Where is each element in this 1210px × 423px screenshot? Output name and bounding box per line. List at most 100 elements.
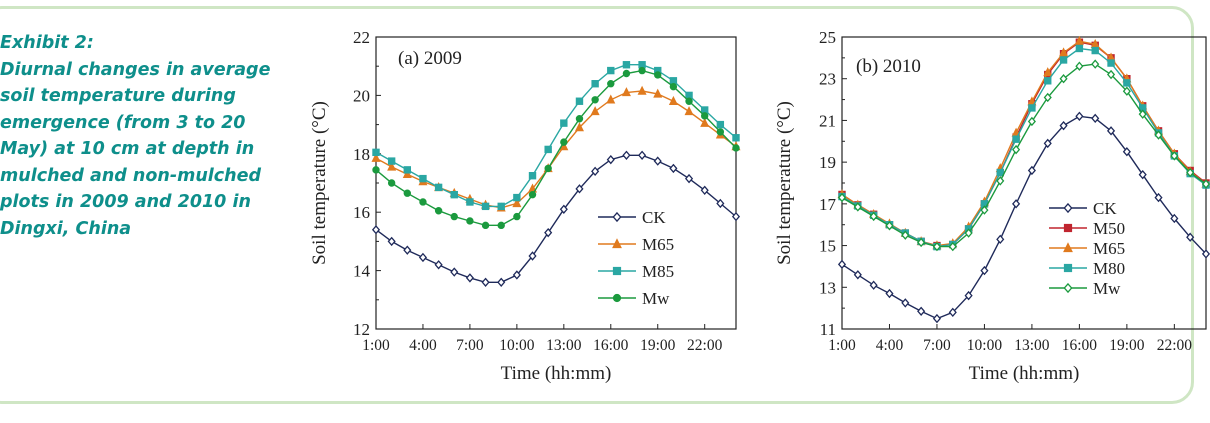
chart-2009: 12 14 16 18 20 22 1:00 4:00 7:00 10:00 13:00 16:00 1… xyxy=(309,28,741,384)
y-tick-label: 21 xyxy=(819,111,836,130)
legend-marker xyxy=(1063,282,1073,294)
x-tick-label: 22:00 xyxy=(1157,337,1193,354)
series-ck xyxy=(371,150,741,287)
data-point xyxy=(528,190,537,199)
data-point xyxy=(685,97,693,105)
data-point xyxy=(700,117,710,127)
data-point xyxy=(1059,47,1069,57)
data-point xyxy=(512,270,521,280)
panel-title: (a) 2009 xyxy=(398,48,462,69)
data-point xyxy=(497,202,505,211)
legend-label: M65 xyxy=(1093,239,1125,258)
data-point xyxy=(497,221,505,230)
data-point xyxy=(732,134,740,142)
data-point xyxy=(387,157,396,165)
data-point xyxy=(1028,104,1036,112)
data-point xyxy=(450,212,458,221)
data-point xyxy=(731,211,741,222)
data-point xyxy=(654,71,662,79)
data-point xyxy=(1075,111,1084,121)
data-point xyxy=(591,80,599,88)
data-point xyxy=(607,80,615,88)
data-point xyxy=(1154,192,1163,203)
data-point xyxy=(434,260,443,270)
x-tick-label: 7:00 xyxy=(456,337,484,354)
y-tick-label: 11 xyxy=(820,320,836,339)
exhibit-caption: Exhibit 2: Diurnal changes in average so… xyxy=(0,30,300,242)
y-tick-label: 22 xyxy=(353,28,370,47)
data-point xyxy=(574,122,584,132)
data-point xyxy=(1043,67,1053,77)
data-point xyxy=(513,212,521,221)
data-point xyxy=(622,150,631,160)
y-tick-label: 25 xyxy=(819,28,836,47)
x-tick-label: 4:00 xyxy=(409,337,437,354)
data-point xyxy=(1201,249,1210,259)
data-point xyxy=(497,277,506,287)
data-point xyxy=(1138,169,1147,180)
data-point xyxy=(465,273,474,283)
data-point xyxy=(450,267,459,277)
data-point xyxy=(668,95,678,105)
data-point xyxy=(513,193,521,202)
data-point xyxy=(1122,147,1131,157)
y-tick-label: 18 xyxy=(353,145,370,164)
series-line xyxy=(375,154,737,283)
data-point xyxy=(716,128,725,136)
data-point xyxy=(528,172,537,180)
x-axis-label: Time (hh:mm) xyxy=(969,363,1080,384)
caption-line: mulched and non-mulched xyxy=(0,165,262,186)
data-point xyxy=(885,221,894,231)
series-line xyxy=(841,63,1207,248)
data-point xyxy=(1170,213,1179,224)
exhibit-frame xyxy=(0,6,1194,404)
legend-marker xyxy=(1063,202,1073,214)
series-m65 xyxy=(371,85,741,212)
data-point xyxy=(403,166,412,174)
data-point xyxy=(1075,61,1084,71)
chart-2010: 11 13 15 17 19 21 23 25 1:00 4:00 7:00 10:00 13:00 16… xyxy=(774,28,1210,384)
panel-title: (b) 2010 xyxy=(856,56,921,77)
data-point xyxy=(638,66,646,75)
data-point xyxy=(901,298,910,308)
data-point xyxy=(372,148,380,157)
y-tick-label: 16 xyxy=(353,203,370,222)
x-tick-label: 16:00 xyxy=(593,337,629,354)
data-point xyxy=(372,166,380,174)
legend-marker xyxy=(1063,242,1073,253)
data-point xyxy=(450,190,458,199)
data-point xyxy=(434,183,443,192)
x-tick-label: 13:00 xyxy=(1014,337,1050,354)
y-tick-label: 19 xyxy=(819,153,836,172)
data-point xyxy=(466,198,474,206)
data-point xyxy=(1186,232,1195,242)
y-tick-label: 17 xyxy=(819,195,837,214)
data-point xyxy=(980,265,989,276)
data-point xyxy=(853,202,862,212)
data-point xyxy=(853,270,862,280)
series-line xyxy=(375,63,737,208)
data-point xyxy=(869,211,878,222)
legend-label: CK xyxy=(642,208,666,227)
caption-line: Dingxi, China xyxy=(0,218,132,239)
data-point xyxy=(980,205,989,215)
legend-marker xyxy=(612,211,622,223)
series-line xyxy=(375,69,737,227)
data-point xyxy=(1091,113,1100,124)
data-point xyxy=(1012,199,1021,209)
data-point xyxy=(700,185,709,195)
data-point xyxy=(1012,144,1021,155)
data-point xyxy=(1123,79,1131,87)
data-point xyxy=(1074,35,1084,45)
series-line xyxy=(841,115,1207,320)
data-point xyxy=(932,313,942,324)
caption-line: May) at 10 cm at depth in xyxy=(0,139,255,159)
data-point xyxy=(1091,46,1099,55)
data-point xyxy=(1201,179,1210,189)
data-point xyxy=(1106,126,1116,136)
data-point xyxy=(387,161,397,171)
data-point xyxy=(481,221,490,230)
y-axis-label: Soil temperature (°C) xyxy=(774,101,795,265)
data-point xyxy=(1043,138,1052,149)
